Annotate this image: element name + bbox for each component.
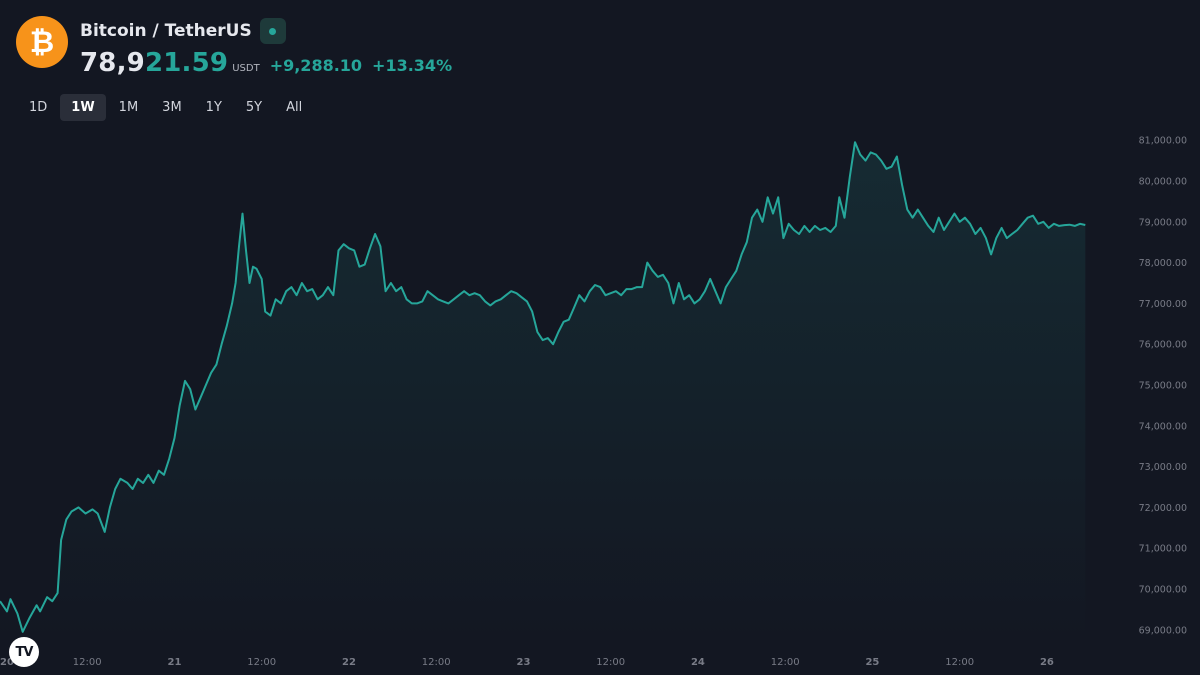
y-tick-label: 76,000.00	[1139, 340, 1187, 351]
x-tick-label: 24	[691, 657, 705, 668]
y-tick-label: 78,000.00	[1139, 258, 1187, 269]
range-tabs: 1D 1W 1M 3M 1Y 5Y All	[18, 94, 315, 121]
tab-1d[interactable]: 1D	[29, 100, 48, 115]
y-tick-label: 77,000.00	[1139, 299, 1187, 310]
y-tick-label: 80,000.00	[1139, 177, 1187, 188]
tab-all[interactable]: All	[286, 100, 303, 115]
x-tick-label: 12:00	[73, 657, 102, 668]
status-dot-icon	[269, 27, 277, 35]
tab-5y[interactable]: 5Y	[245, 100, 263, 115]
x-tick-label: 20	[0, 657, 14, 668]
x-tick-label: 22	[342, 657, 356, 668]
price-line	[0, 141, 1086, 633]
x-tick-label: 23	[517, 657, 531, 668]
price-main: 78,9	[80, 48, 145, 78]
x-tick-label: 12:00	[422, 657, 451, 668]
y-tick-label: 79,000.00	[1139, 217, 1187, 228]
pair-name: Bitcoin / TetherUS	[80, 21, 252, 41]
y-tick-label: 69,000.00	[1139, 625, 1187, 636]
market-status-badge[interactable]	[259, 18, 286, 44]
x-tick-label: 12:00	[771, 657, 800, 668]
x-tick-label: 12:00	[596, 657, 625, 668]
current-price: 78,921.59	[80, 48, 228, 78]
y-tick-label: 72,000.00	[1139, 503, 1187, 514]
price-change-percent: +13.34%	[372, 56, 453, 75]
y-tick-label: 81,000.00	[1139, 136, 1187, 147]
price-change: +9,288.10	[269, 56, 363, 75]
currency-label: USDT	[232, 63, 260, 74]
title-row: Bitcoin / TetherUS	[80, 16, 452, 46]
y-tick-label: 71,000.00	[1139, 544, 1187, 555]
x-tick-label: 26	[1040, 657, 1054, 668]
tab-3m[interactable]: 3M	[162, 100, 182, 115]
title-block: Bitcoin / TetherUS 78,921.59 USDT +9,288…	[80, 16, 452, 78]
x-tick-label: 12:00	[247, 657, 276, 668]
chart-header: ₿ Bitcoin / TetherUS 78,921.59 USDT +9,2…	[16, 16, 452, 78]
price-area-fill	[0, 142, 1086, 640]
y-tick-label: 70,000.00	[1139, 585, 1187, 596]
tab-1y[interactable]: 1Y	[205, 100, 222, 115]
price-tail: 21.59	[144, 48, 229, 78]
x-tick-label: 25	[865, 657, 879, 668]
tab-1w[interactable]: 1W	[60, 94, 106, 121]
price-row: 78,921.59 USDT +9,288.10 +13.34%	[80, 48, 452, 78]
x-tick-label: 12:00	[945, 657, 974, 668]
tab-1m[interactable]: 1M	[118, 100, 139, 115]
y-tick-label: 74,000.00	[1139, 421, 1187, 432]
y-tick-label: 73,000.00	[1139, 462, 1187, 473]
bitcoin-icon: ₿	[16, 16, 68, 68]
x-tick-label: 21	[168, 657, 182, 668]
tradingview-logo-icon[interactable]: TV	[9, 637, 39, 667]
y-tick-label: 75,000.00	[1139, 381, 1187, 392]
